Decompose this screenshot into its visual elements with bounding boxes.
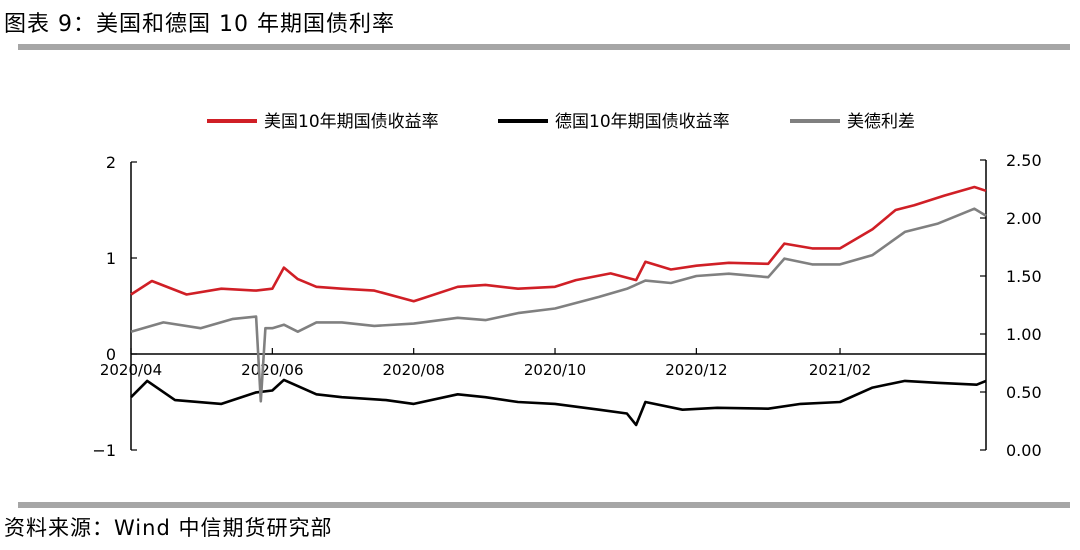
series-lines [130, 185, 987, 427]
de-yield-line [130, 378, 987, 427]
left-axis-tick-label: 2 [106, 153, 116, 172]
left-axis-tick-label: 0 [106, 345, 116, 364]
chart-area: 美国10年期国债收益率 德国10年期国债收益率 美德利差 2 1 0 −1 2.50 2.00… [92, 112, 1041, 460]
right-axis-tick-label: 1.00 [1006, 325, 1042, 344]
legend-spread-label: 美德利差 [847, 112, 915, 132]
x-axis-tick-label: 2020/06 [241, 361, 303, 379]
x-axis-tick-label: 2020/10 [524, 361, 586, 379]
spread-line [130, 207, 987, 403]
legend: 美国10年期国债收益率 德国10年期国债收益率 美德利差 [207, 112, 915, 132]
source-note: 资料来源：Wind 中信期货研究部 [4, 516, 333, 540]
legend-de-label: 德国10年期国债收益率 [555, 112, 730, 132]
x-axis-tick-label: 2021/02 [809, 361, 871, 379]
right-axis-tick-label: 2.00 [1006, 209, 1042, 228]
x-axis-tick-label: 2020/08 [383, 361, 445, 379]
us-yield-line [130, 185, 987, 303]
axes: 2 1 0 −1 2.50 2.00 1.50 1.00 0.50 0.00 2020/04 2020… [92, 151, 1041, 460]
left-axis-tick-label: 1 [106, 249, 116, 268]
right-axis-tick-label: 0.00 [1006, 441, 1042, 460]
x-axis-tick-label: 2020/12 [665, 361, 727, 379]
left-axis-tick-label: −1 [92, 441, 116, 460]
chart-title: 图表 9：美国和德国 10 年期国债利率 [4, 12, 395, 37]
right-axis-tick-label: 1.50 [1006, 267, 1042, 286]
title-divider [18, 44, 1070, 50]
right-axis-tick-label: 0.50 [1006, 383, 1042, 402]
legend-us-label: 美国10年期国债收益率 [264, 112, 439, 132]
right-axis-tick-label: 2.50 [1006, 151, 1042, 170]
source-divider [18, 502, 1070, 508]
x-axis-tick-label: 2020/04 [100, 361, 162, 379]
